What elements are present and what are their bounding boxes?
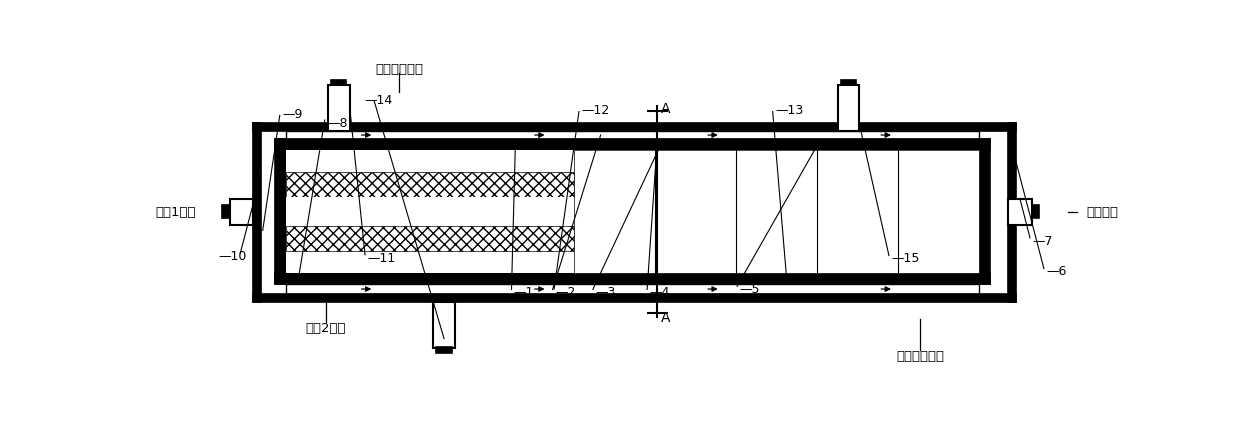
Text: —9: —9	[283, 108, 303, 120]
Bar	[231, 199, 253, 225]
Bar	[331, 81, 346, 86]
Text: 产品出口: 产品出口	[1086, 206, 1118, 218]
Text: —5: —5	[739, 283, 760, 295]
Bar	[275, 140, 990, 284]
Text: A: A	[661, 101, 671, 115]
Bar	[841, 81, 857, 86]
Bar	[286, 150, 978, 273]
Bar	[286, 173, 574, 197]
Bar	[286, 284, 978, 295]
Bar	[275, 140, 990, 150]
Bar	[838, 86, 859, 132]
Text: 流体1进口: 流体1进口	[155, 206, 196, 218]
Bar	[253, 124, 1016, 132]
Bar	[1008, 199, 1032, 225]
Bar	[574, 150, 978, 273]
Text: 流体2进口: 流体2进口	[305, 321, 346, 334]
Text: —7: —7	[1033, 234, 1053, 247]
Bar	[253, 124, 262, 302]
Bar	[253, 295, 1016, 302]
Bar	[253, 124, 1016, 302]
Bar	[1008, 124, 1016, 302]
Text: —10: —10	[218, 249, 247, 262]
Text: —4: —4	[650, 286, 670, 298]
Text: 换热介质进口: 换热介质进口	[376, 63, 423, 76]
Text: A: A	[661, 310, 671, 324]
Bar	[433, 302, 455, 348]
Text: —6: —6	[1047, 265, 1066, 278]
Text: 换热介质出口: 换热介质出口	[897, 349, 944, 362]
Text: —12: —12	[582, 104, 610, 117]
Bar	[1032, 206, 1039, 219]
Text: —13: —13	[775, 104, 804, 117]
Bar	[286, 132, 978, 140]
Text: —14: —14	[365, 93, 393, 107]
Text: —1: —1	[513, 286, 534, 298]
Bar	[978, 140, 990, 284]
Bar	[262, 132, 275, 295]
Text: —8: —8	[327, 117, 347, 129]
Bar	[990, 132, 1008, 295]
Bar	[275, 273, 990, 284]
Bar	[222, 206, 231, 219]
Bar	[286, 197, 574, 227]
Bar	[436, 347, 451, 353]
Text: —11: —11	[367, 251, 396, 264]
Text: —3: —3	[595, 286, 615, 298]
Bar	[275, 140, 286, 284]
Text: —2: —2	[556, 286, 575, 298]
Bar	[286, 227, 574, 252]
Bar	[327, 86, 350, 132]
Text: —15: —15	[892, 252, 920, 265]
